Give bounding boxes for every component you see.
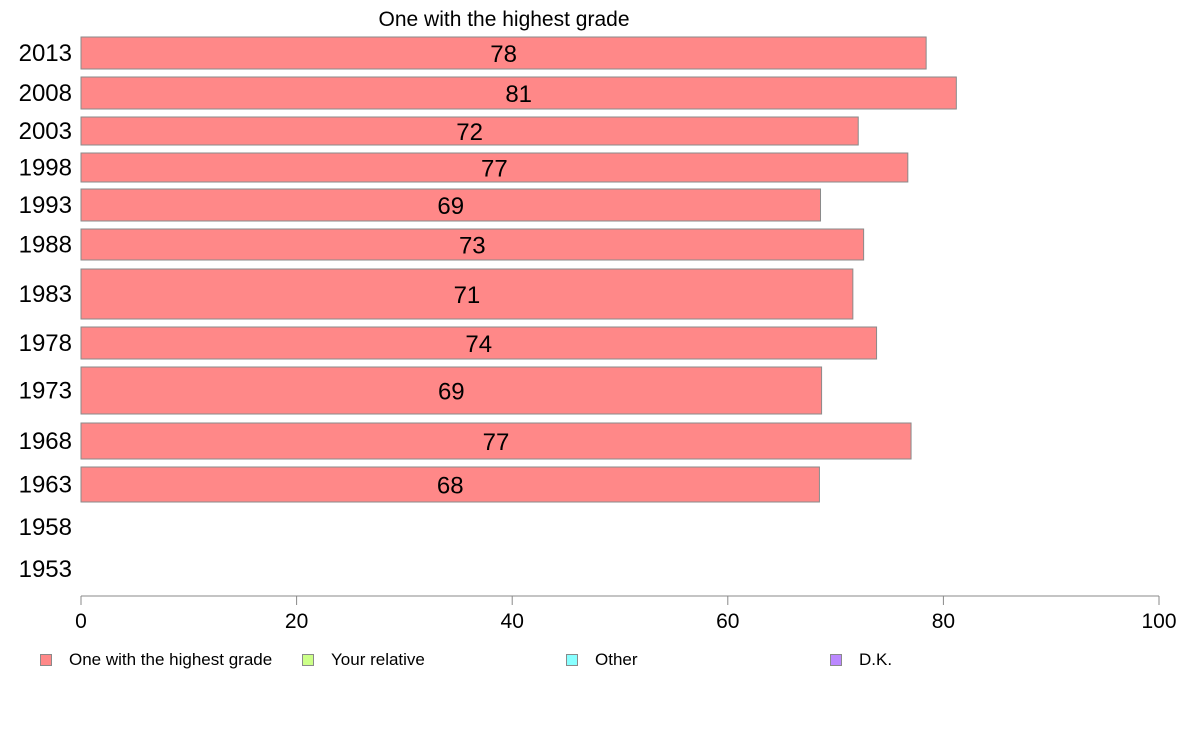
y-tick-label: 1968 [19,428,72,455]
data-label: 74 [465,331,492,358]
x-axis: 0 20 40 60 80 100 [75,595,1177,633]
x-tick-label: 60 [716,610,739,633]
y-tick-label: 1953 [19,556,72,583]
legend-swatch [40,654,52,666]
legend-label: One with the highest grade [69,650,273,669]
legend-item: Your relative [302,648,425,672]
legend-label: D.K. [859,650,893,669]
data-label: 68 [437,473,464,500]
x-tick-label: 20 [285,610,308,633]
legend-item: Other [566,648,638,672]
y-tick-label: 2013 [19,40,72,67]
bar [80,188,822,222]
legend-label: Other [595,650,638,669]
chart-title: One with the highest grade [379,8,630,31]
bar [80,422,912,460]
bar [80,36,927,70]
y-tick-label: 1958 [19,514,72,541]
y-tick-label: 2008 [19,80,72,107]
data-label: 77 [483,429,510,456]
y-tick-label: 1978 [19,330,72,357]
legend-swatch [566,654,578,666]
legend-swatch [830,654,842,666]
bar [80,326,878,360]
data-label: 81 [505,81,532,108]
x-tick-label: 80 [932,610,955,633]
bar [80,268,854,320]
bar [80,228,865,261]
data-label: 77 [481,156,508,183]
x-tick-label: 0 [75,610,87,633]
data-label: 69 [438,379,465,406]
y-tick-label: 1998 [19,155,72,182]
x-tick-label: 100 [1141,610,1176,633]
legend-label: Your relative [331,650,425,669]
data-label: 69 [437,193,464,220]
y-tick-label: 1988 [19,232,72,259]
legend-item: D.K. [830,648,892,672]
y-tick-label: 2003 [19,118,72,145]
bars-layer: 2013 78 2008 81 2003 72 1998 77 1993 69 1988 73 1983… [19,36,957,583]
bar [80,366,823,415]
data-label: 71 [454,282,481,309]
data-label: 78 [490,41,517,68]
bar [80,466,820,503]
bar [80,152,909,183]
data-label: 72 [456,119,483,146]
y-tick-label: 1973 [19,378,72,405]
y-tick-label: 1963 [19,472,72,499]
bar [80,76,957,110]
legend-swatch [302,654,314,666]
y-tick-label: 1993 [19,192,72,219]
data-label: 73 [459,233,486,260]
legend-item: One with the highest grade [40,648,272,672]
legend: One with the highest grade Your relative O… [40,648,1140,672]
x-tick-label: 40 [501,610,524,633]
bar [80,116,859,146]
y-tick-label: 1983 [19,281,72,308]
